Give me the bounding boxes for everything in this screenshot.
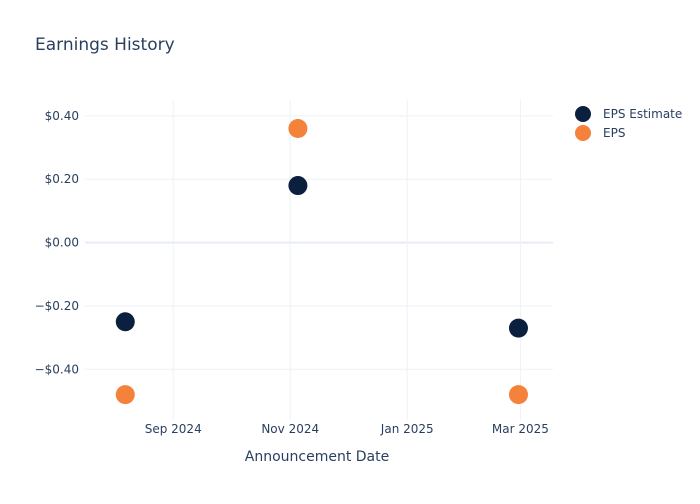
x-axis-ticks: Sep 2024 Nov 2024 Jan 2025 Mar 2025 — [145, 422, 549, 436]
legend-marker — [575, 106, 591, 122]
data-point[interactable] — [115, 385, 135, 405]
y-tick-label: $0.40 — [45, 109, 79, 123]
data-point[interactable] — [508, 318, 528, 338]
y-tick-label: −$0.20 — [35, 299, 79, 313]
legend-item[interactable]: EPS — [575, 125, 625, 141]
y-tick-label: $0.20 — [45, 172, 79, 186]
x-tick-label: Jan 2025 — [380, 422, 434, 436]
x-tick-label: Nov 2024 — [261, 422, 319, 436]
data-point[interactable] — [115, 312, 135, 332]
x-tick-label: Mar 2025 — [492, 422, 549, 436]
data-point[interactable] — [288, 119, 308, 139]
grid-lines — [85, 100, 553, 420]
data-points — [115, 119, 528, 405]
legend-marker — [575, 125, 591, 141]
y-axis-ticks: $0.40 $0.20 $0.00 −$0.20 −$0.40 — [35, 109, 79, 376]
data-point[interactable] — [508, 385, 528, 405]
legend-label: EPS Estimate — [603, 107, 682, 121]
legend-label: EPS — [603, 126, 625, 140]
x-tick-label: Sep 2024 — [145, 422, 202, 436]
chart-title: Earnings History — [35, 35, 175, 55]
y-tick-label: $0.00 — [45, 236, 79, 250]
legend[interactable]: EPS Estimate EPS — [575, 106, 682, 141]
data-point[interactable] — [288, 176, 308, 196]
x-axis-title: Announcement Date — [245, 449, 389, 465]
y-tick-label: −$0.40 — [35, 362, 79, 376]
legend-item[interactable]: EPS Estimate — [575, 106, 682, 122]
